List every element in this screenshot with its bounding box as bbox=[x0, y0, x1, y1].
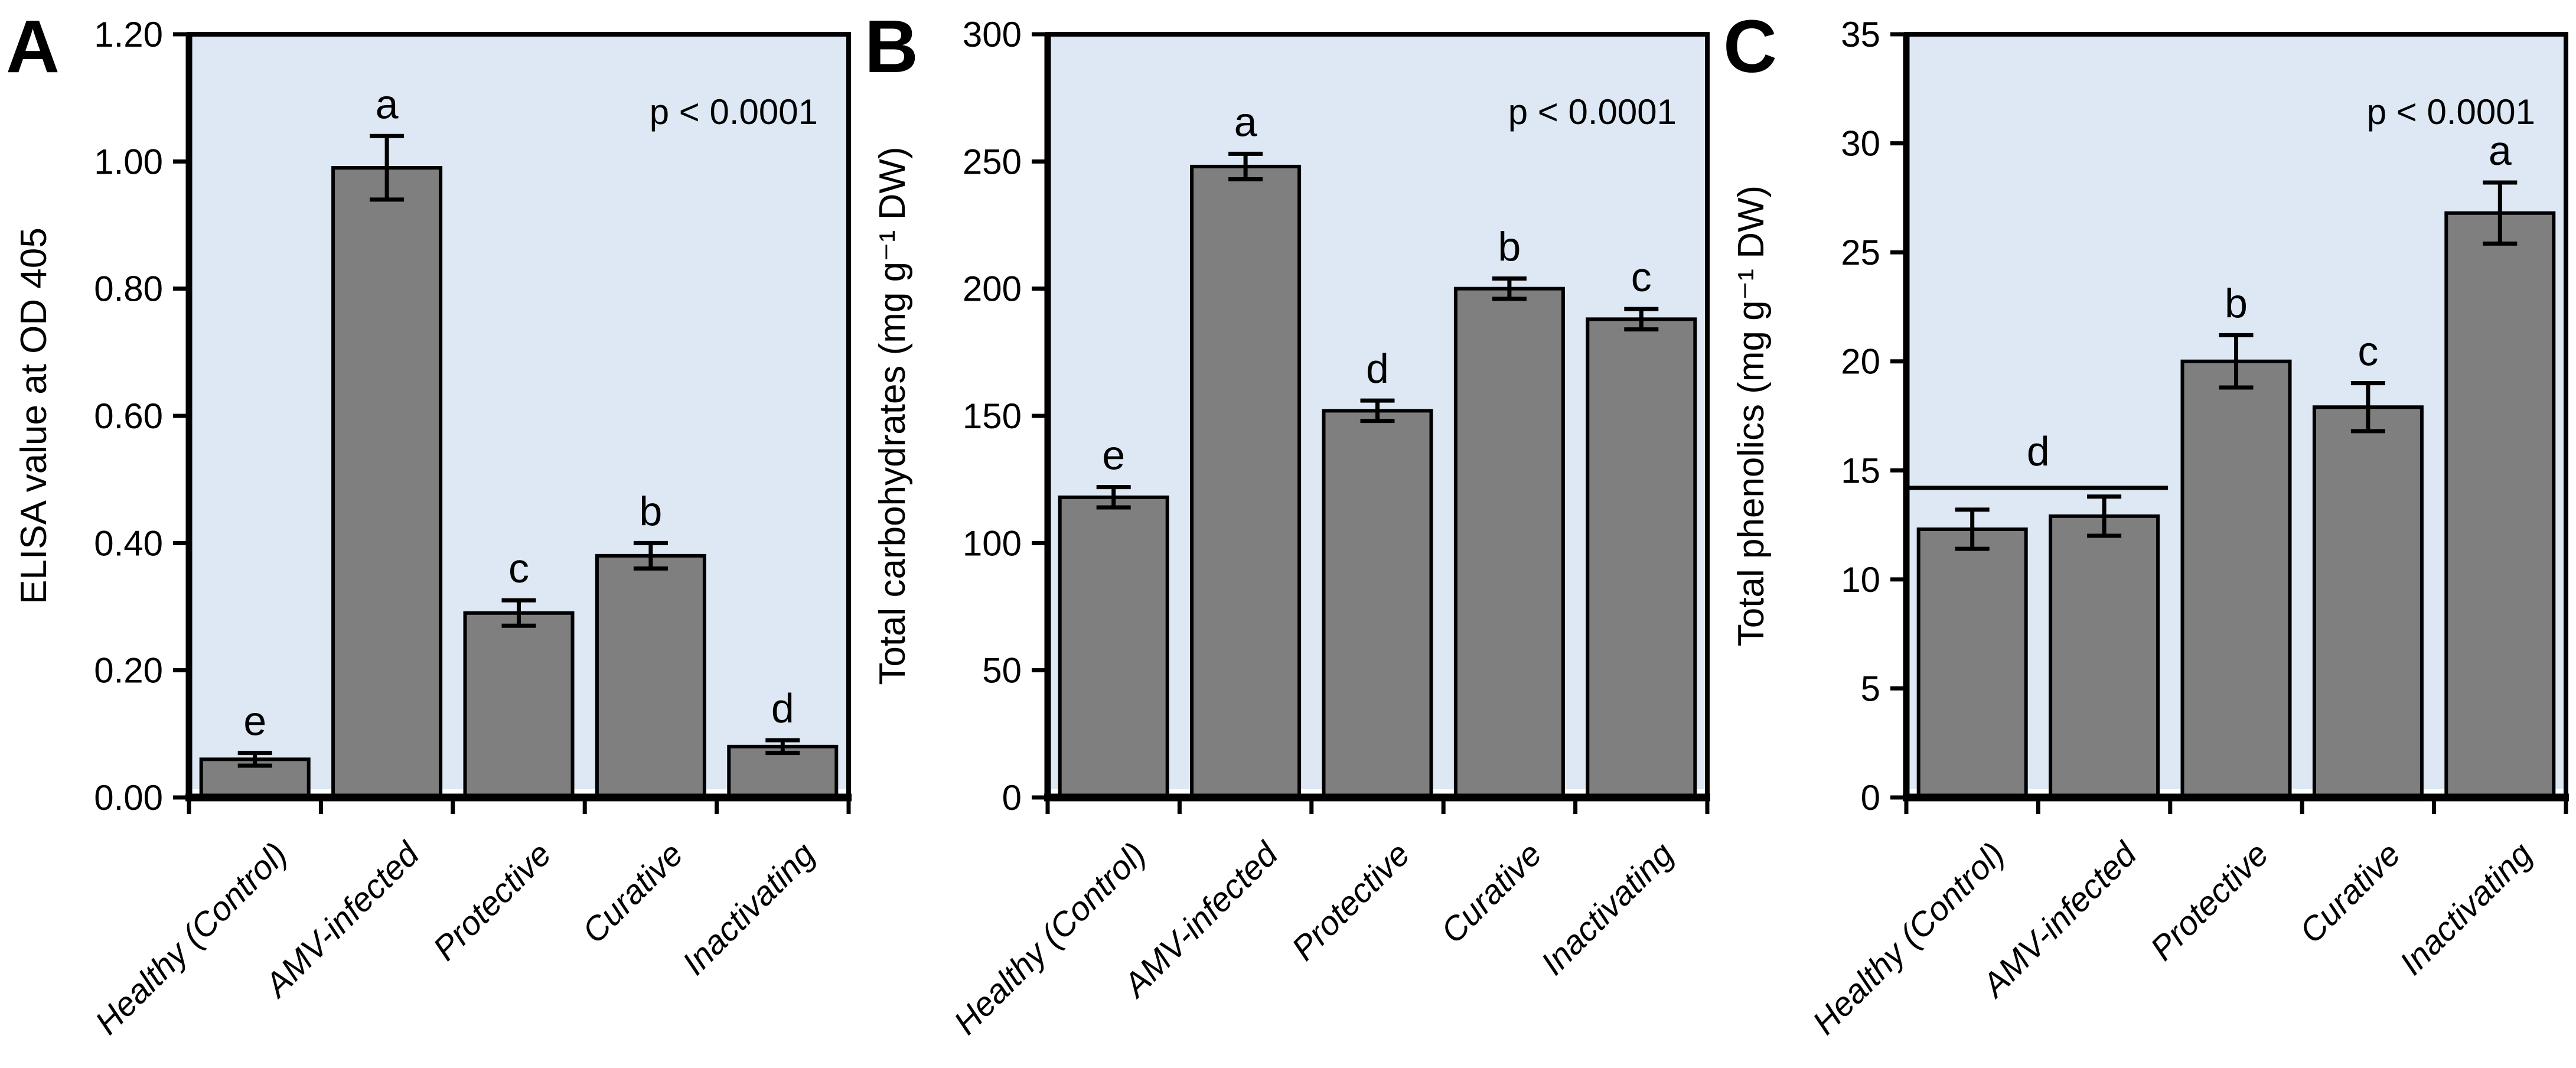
significance-letter: b bbox=[2225, 280, 2248, 326]
x-category-label: Healthy (Control) bbox=[88, 835, 295, 1042]
x-category-label: Healthy (Control) bbox=[1805, 835, 2012, 1042]
y-tick-label: 20 bbox=[1841, 342, 1880, 382]
bar-chart-elisa: e a c b d 0.00 0.20 0.40 0.60 0.80 1.00 1.20 Healthy… bbox=[14, 15, 852, 1042]
bar-protective bbox=[2180, 359, 2292, 799]
y-axis-title: Total carbohydrates (mg g⁻¹ DW) bbox=[872, 146, 913, 685]
y-tick-label: 0.20 bbox=[94, 651, 163, 691]
significance-letter: c bbox=[1631, 254, 1652, 300]
x-category-label: Curative bbox=[575, 835, 690, 950]
significance-letter: e bbox=[243, 698, 266, 744]
y-tick-label: 0.60 bbox=[94, 396, 163, 436]
y-tick-label: 25 bbox=[1841, 233, 1880, 272]
p-value-annotation: p < 0.0001 bbox=[2367, 92, 2535, 132]
panel-b: B e a d b c 0 50 100 150 200 250 300 Healthy (Contro… bbox=[859, 0, 1717, 1068]
bar-amv-infected bbox=[331, 166, 443, 800]
y-tick-label: 300 bbox=[963, 15, 1022, 54]
y-tick-label: 100 bbox=[963, 523, 1022, 563]
y-tick-label: 10 bbox=[1841, 560, 1880, 600]
y-tick-label: 200 bbox=[963, 269, 1022, 309]
p-value-annotation: p < 0.0001 bbox=[1508, 92, 1677, 132]
significance-letter: c bbox=[2357, 328, 2378, 375]
y-tick-label: 35 bbox=[1841, 15, 1880, 54]
y-tick-label: 5 bbox=[1861, 669, 1880, 708]
x-category-label: Protective bbox=[1284, 835, 1417, 968]
panel-letter-b: B bbox=[865, 5, 918, 88]
significance-letter: b bbox=[639, 488, 662, 534]
x-category-label: Protective bbox=[426, 835, 558, 968]
y-tick-label: 15 bbox=[1841, 451, 1880, 490]
bar-chart-carbohydrates: e a d b c 0 50 100 150 200 250 300 Healthy (Control)… bbox=[872, 15, 1710, 1042]
bar-inactivating bbox=[2444, 211, 2556, 799]
bar-protective bbox=[463, 611, 575, 800]
x-category-label: Inactivating bbox=[1534, 835, 1681, 982]
panel-a: A e a c b d 0.00 0.20 0.40 0.60 0.80 1.00 1.20 Healt… bbox=[0, 0, 859, 1068]
panel-c: C b c a d 0 5 10 15 20 25 30 35 Healthy (Control) AMV… bbox=[1717, 0, 2576, 1068]
y-tick-label: 0.80 bbox=[94, 269, 163, 309]
x-category-label: Curative bbox=[1434, 835, 1549, 950]
bar-amv-infected bbox=[1190, 164, 1302, 799]
panel-letter-a: A bbox=[6, 5, 60, 88]
x-category-label: Inactivating bbox=[675, 835, 822, 982]
bar-curative bbox=[2312, 405, 2424, 799]
y-tick-label: 0 bbox=[1861, 778, 1880, 818]
bar-curative bbox=[595, 553, 706, 799]
bar-inactivating bbox=[1586, 317, 1697, 799]
x-category-label: Curative bbox=[2293, 835, 2408, 950]
y-tick-label: 150 bbox=[963, 396, 1022, 436]
significance-letter: d bbox=[2027, 428, 2050, 474]
y-tick-label: 0.00 bbox=[94, 778, 163, 818]
y-tick-label: 1.20 bbox=[94, 15, 163, 54]
bar-protective bbox=[1322, 409, 1433, 799]
panel-letter-c: C bbox=[1723, 5, 1777, 88]
y-tick-label: 0 bbox=[1002, 778, 1022, 818]
bar-amv-infected bbox=[2049, 514, 2160, 799]
significance-letter: a bbox=[2489, 128, 2512, 174]
y-tick-label: 30 bbox=[1841, 124, 1880, 164]
significance-letter: a bbox=[1234, 99, 1257, 145]
significance-letter: d bbox=[771, 685, 794, 731]
significance-letter: a bbox=[376, 81, 399, 127]
significance-letter: d bbox=[1366, 346, 1389, 392]
y-tick-label: 1.00 bbox=[94, 142, 163, 181]
x-category-label: Healthy (Control) bbox=[947, 835, 1153, 1042]
x-category-label: Protective bbox=[2143, 835, 2275, 968]
bar-healthy-control- bbox=[1916, 527, 2028, 799]
p-value-annotation: p < 0.0001 bbox=[650, 92, 818, 132]
y-tick-label: 250 bbox=[963, 142, 1022, 181]
x-category-label: Inactivating bbox=[2392, 835, 2539, 982]
significance-letter: b bbox=[1498, 223, 1521, 269]
y-tick-label: 50 bbox=[982, 651, 1022, 691]
y-axis-title: ELISA value at OD 405 bbox=[14, 227, 54, 604]
significance-letter: c bbox=[508, 545, 529, 591]
y-tick-label: 0.40 bbox=[94, 523, 163, 563]
y-axis-title: Total phenolics (mg g⁻¹ DW) bbox=[1731, 185, 1772, 646]
bar-healthy-control- bbox=[1058, 495, 1169, 800]
bar-curative bbox=[1453, 286, 1565, 799]
significance-letter: e bbox=[1102, 432, 1125, 478]
